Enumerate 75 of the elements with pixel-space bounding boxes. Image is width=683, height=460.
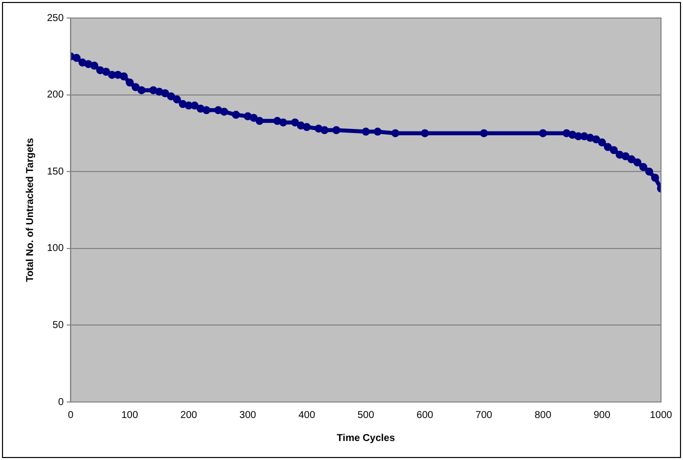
- x-tick-label: 200: [180, 410, 198, 421]
- point: [96, 66, 104, 74]
- point: [90, 62, 98, 70]
- x-tick-label: 800: [534, 410, 552, 421]
- point: [78, 58, 86, 67]
- point: [562, 129, 571, 138]
- y-tick-label: 50: [52, 320, 64, 331]
- point: [190, 102, 199, 110]
- point: [627, 155, 636, 164]
- point: [84, 60, 92, 68]
- point: [314, 124, 323, 133]
- point: [126, 78, 134, 87]
- point: [178, 100, 187, 108]
- point: [616, 150, 624, 159]
- point: [149, 86, 158, 94]
- x-tick-label: 1000: [650, 410, 673, 421]
- point: [155, 88, 164, 96]
- point: [214, 106, 222, 114]
- point: [184, 102, 193, 110]
- y-tick-label: 100: [46, 243, 64, 254]
- point: [72, 54, 81, 62]
- point: [220, 108, 228, 116]
- point: [256, 116, 264, 125]
- point: [480, 129, 488, 138]
- y-tick-label: 200: [46, 90, 64, 101]
- point: [633, 158, 642, 166]
- point: [138, 86, 146, 94]
- point: [120, 72, 128, 80]
- y-tick-label: 150: [46, 166, 64, 178]
- point: [279, 118, 288, 126]
- point: [320, 126, 329, 134]
- x-tick-label: 400: [298, 410, 316, 421]
- x-tick-label: 700: [476, 410, 493, 421]
- point: [302, 123, 311, 132]
- x-tick-label: 0: [68, 410, 74, 421]
- y-axis-title: Total No. of Untracked Targets: [24, 138, 36, 282]
- point: [391, 129, 400, 138]
- point: [172, 95, 181, 104]
- point: [161, 89, 170, 98]
- point: [651, 174, 660, 182]
- point: [244, 112, 252, 120]
- point: [132, 83, 140, 92]
- point: [102, 68, 110, 76]
- x-tick-label: 300: [239, 410, 257, 421]
- point: [580, 132, 588, 140]
- point: [538, 129, 547, 138]
- point: [167, 92, 176, 100]
- y-tick-label: 250: [46, 12, 64, 24]
- point: [604, 143, 612, 152]
- x-tick-label: 900: [594, 410, 611, 421]
- point: [202, 106, 210, 114]
- point: [232, 110, 240, 119]
- x-tick-label: 600: [416, 410, 434, 421]
- point: [374, 128, 382, 136]
- point: [639, 162, 648, 171]
- point: [622, 152, 630, 160]
- point: [598, 138, 606, 146]
- point: [610, 146, 618, 154]
- point: [273, 116, 282, 125]
- point: [420, 129, 429, 138]
- x-tick-label: 100: [121, 410, 138, 421]
- point: [296, 122, 305, 130]
- point: [568, 130, 576, 139]
- y-tick-label: 0: [58, 396, 64, 408]
- point: [332, 126, 340, 134]
- point: [586, 134, 594, 142]
- x-tick-label: 500: [358, 410, 375, 421]
- point: [645, 168, 654, 176]
- point: [196, 104, 205, 113]
- x-axis-title: Time Cycles: [336, 432, 396, 444]
- point: [362, 128, 370, 136]
- point: [574, 132, 582, 140]
- point: [291, 118, 300, 126]
- point: [250, 114, 258, 122]
- point: [592, 135, 600, 144]
